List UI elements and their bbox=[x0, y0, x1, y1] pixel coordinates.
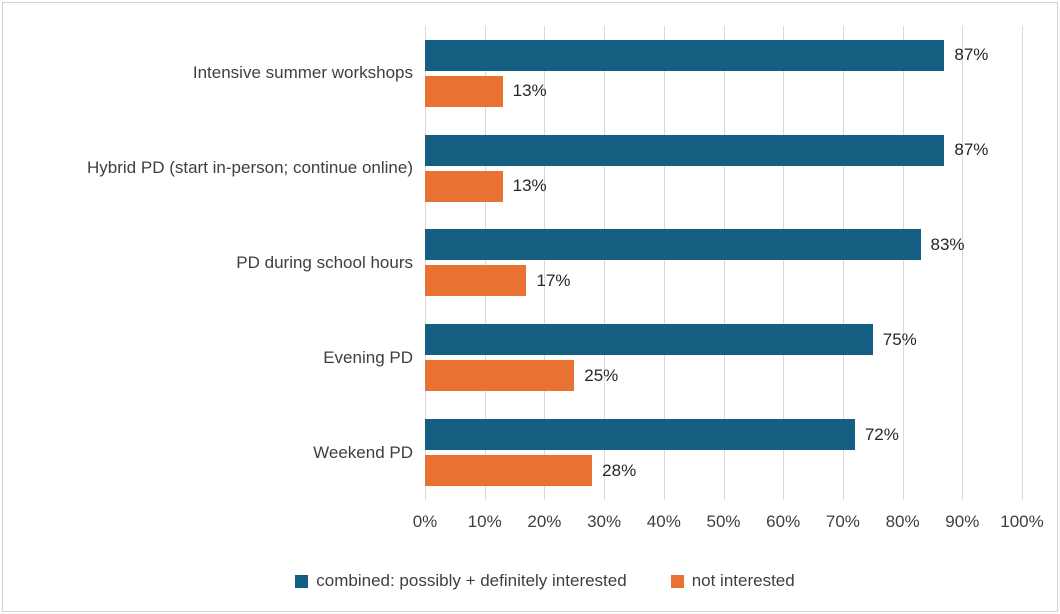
gridline bbox=[842, 26, 844, 500]
x-tick-label: 60% bbox=[766, 512, 801, 531]
bar-line: 28% bbox=[425, 455, 1022, 487]
category-row: PD during school hours 83% 17% bbox=[0, 216, 1060, 311]
category-label: PD during school hours bbox=[236, 252, 413, 272]
data-label: 17% bbox=[536, 270, 571, 290]
bar-line: 13% bbox=[425, 170, 1022, 202]
bar bbox=[425, 360, 575, 392]
bar bbox=[425, 39, 945, 71]
x-tick-label: 30% bbox=[587, 512, 622, 531]
data-label: 13% bbox=[512, 81, 547, 101]
category-label: Intensive summer workshops bbox=[192, 63, 413, 83]
x-tick-label: 10% bbox=[467, 512, 502, 531]
bar-line: 75% bbox=[425, 324, 1022, 356]
data-label: 72% bbox=[864, 424, 899, 444]
category-row: Intensive summer workshops 87% 13% bbox=[0, 26, 1060, 121]
bar-group: 83% 17% bbox=[425, 216, 1022, 311]
bar-group: 72% 28% bbox=[425, 405, 1022, 500]
data-label: 87% bbox=[954, 45, 989, 65]
gridline bbox=[962, 26, 964, 500]
bar-line: 87% bbox=[425, 134, 1022, 166]
x-tick-label: 20% bbox=[527, 512, 562, 531]
data-label: 13% bbox=[512, 176, 547, 196]
x-tick-label: 80% bbox=[885, 512, 920, 531]
bar bbox=[425, 324, 873, 356]
x-axis: 0% 10% 20% 30% 40% 50% 60% 70% 80% 90% 100% bbox=[413, 512, 1044, 536]
category-row: Evening PD 75% 25% bbox=[0, 310, 1060, 405]
bar bbox=[425, 170, 503, 202]
category-label: Weekend PD bbox=[313, 442, 413, 462]
gridline bbox=[544, 26, 546, 500]
legend-label-not-interested: not interested bbox=[691, 571, 795, 590]
bar-group: 75% 25% bbox=[425, 310, 1022, 405]
category-row: Weekend PD 72% 28% bbox=[0, 405, 1060, 500]
bar bbox=[425, 265, 527, 297]
legend-label-combined: combined: possibly + definitely interest… bbox=[316, 571, 627, 590]
x-tick-label: 0% bbox=[412, 512, 438, 531]
gridline bbox=[783, 26, 785, 500]
plot-area bbox=[425, 26, 1023, 500]
x-tick-label: 70% bbox=[825, 512, 860, 531]
data-label: 25% bbox=[584, 365, 619, 385]
data-label: 75% bbox=[882, 329, 917, 349]
category-label: Evening PD bbox=[323, 347, 413, 367]
x-tick-label: 100% bbox=[1000, 512, 1044, 531]
gridline bbox=[663, 26, 665, 500]
bar-line: 87% bbox=[425, 39, 1022, 71]
gridline bbox=[723, 26, 725, 500]
data-label: 87% bbox=[954, 140, 989, 160]
legend-swatch-combined-icon bbox=[295, 574, 309, 588]
legend-item-not-interested: not interested bbox=[670, 571, 795, 591]
legend: combined: possibly + definitely interest… bbox=[0, 571, 1060, 591]
gridline bbox=[902, 26, 904, 500]
x-tick-label: 90% bbox=[945, 512, 980, 531]
bar-line: 13% bbox=[425, 75, 1022, 107]
data-label: 28% bbox=[602, 460, 637, 480]
bar-group: 87% 13% bbox=[425, 26, 1022, 121]
category-label: Hybrid PD (start in-person; continue onl… bbox=[87, 158, 413, 178]
bar bbox=[425, 455, 593, 487]
legend-swatch-not-interested-icon bbox=[670, 574, 684, 588]
data-label: 83% bbox=[930, 234, 965, 254]
x-tick-label: 50% bbox=[706, 512, 741, 531]
bar-line: 83% bbox=[425, 229, 1022, 261]
bar-line: 72% bbox=[425, 419, 1022, 451]
category-row: Hybrid PD (start in-person; continue onl… bbox=[0, 121, 1060, 216]
bar-line: 25% bbox=[425, 360, 1022, 392]
gridline bbox=[1022, 26, 1023, 500]
x-tick-label: 40% bbox=[646, 512, 681, 531]
bar-line: 17% bbox=[425, 265, 1022, 297]
gridline bbox=[425, 26, 426, 500]
bar bbox=[425, 419, 855, 451]
legend-item-combined: combined: possibly + definitely interest… bbox=[295, 571, 627, 591]
bar bbox=[425, 229, 921, 261]
chart-rows: Intensive summer workshops 87% 13% Hybrid P… bbox=[0, 26, 1060, 500]
gridline bbox=[604, 26, 606, 500]
bar bbox=[425, 75, 503, 107]
bar-group: 87% 13% bbox=[425, 121, 1022, 216]
bar bbox=[425, 134, 945, 166]
gridline bbox=[484, 26, 486, 500]
